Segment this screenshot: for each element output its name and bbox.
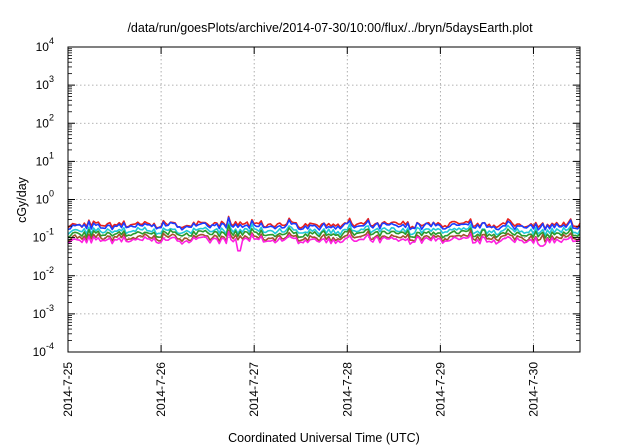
y-tick-base: 10 — [33, 231, 47, 245]
y-tick-exponent: 4 — [49, 36, 54, 46]
y-tick-base: 10 — [36, 154, 50, 168]
y-tick-label: 102 — [36, 112, 54, 130]
x-tick-label: 2014-7-30 — [526, 362, 540, 417]
series-line — [67, 216, 581, 231]
y-tick-exponent: -2 — [46, 265, 54, 275]
x-tick-label: 2014-7-29 — [433, 362, 447, 417]
y-tick-base: 10 — [36, 78, 50, 92]
y-tick-label: 10-1 — [33, 227, 54, 245]
y-tick-label: 103 — [36, 74, 54, 92]
y-tick-base: 10 — [36, 193, 50, 207]
y-tick-base: 10 — [33, 307, 47, 321]
series-line — [67, 231, 581, 252]
y-tick-base: 10 — [33, 269, 47, 283]
x-tick-label: 2014-7-28 — [340, 362, 354, 417]
chart-title: /data/run/goesPlots/archive/2014-07-30/1… — [127, 21, 533, 35]
y-tick-base: 10 — [36, 40, 50, 54]
y-tick-label: 104 — [36, 36, 54, 54]
y-axis-label: cGy/day — [15, 176, 29, 223]
y-tick-label: 10-3 — [33, 303, 54, 321]
y-tick-exponent: -4 — [46, 341, 54, 351]
x-axis: 2014-7-25 2014-7-26 2014-7-27 2014-7-28 2014… — [61, 47, 540, 417]
series-group — [67, 215, 581, 252]
y-tick-label: 10-4 — [33, 341, 54, 359]
series-line — [67, 229, 581, 243]
y-tick-label: 100 — [36, 189, 54, 207]
y-tick-exponent: 2 — [49, 112, 54, 122]
grid — [68, 47, 580, 352]
x-tick-label: 2014-7-26 — [154, 362, 168, 417]
y-tick-exponent: -3 — [46, 303, 54, 313]
x-tick-label: 2014-7-27 — [247, 362, 261, 417]
y-tick-exponent: 0 — [49, 189, 54, 199]
x-tick-label: 2014-7-25 — [61, 362, 75, 417]
y-tick-exponent: 1 — [49, 150, 54, 160]
y-tick-label: 101 — [36, 150, 54, 168]
x-axis-label: Coordinated Universal Time (UTC) — [228, 431, 420, 445]
y-tick-base: 10 — [36, 116, 50, 130]
y-tick-base: 10 — [33, 345, 47, 359]
y-tick-exponent: 3 — [49, 74, 54, 84]
series-line — [67, 224, 581, 239]
y-tick-label: 10-2 — [33, 265, 54, 283]
series-line — [67, 222, 581, 237]
y-tick-exponent: -1 — [46, 227, 54, 237]
